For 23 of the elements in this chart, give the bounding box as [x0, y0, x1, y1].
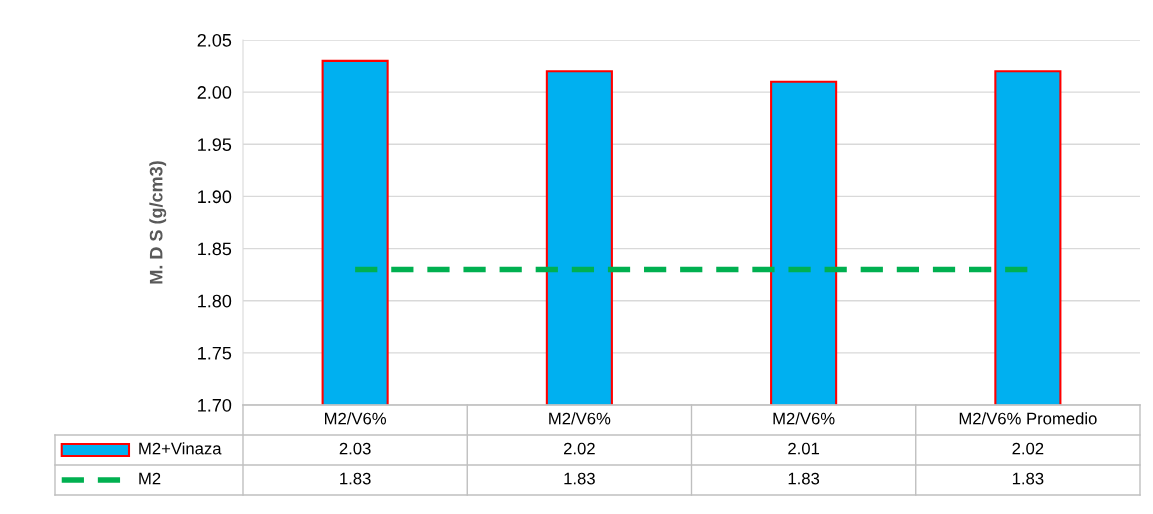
data-label: 1.83 — [564, 472, 595, 485]
x-tick-label: M2/V6% Promedio — [959, 412, 1097, 425]
y-axis-title: M. D S (g/cm3) — [149, 161, 167, 284]
data-label: 2.02 — [1012, 442, 1044, 455]
text: 2.00 — [197, 86, 232, 99]
x-tick-label: M2/V6% — [325, 412, 387, 425]
data-label: 2.02 — [564, 442, 595, 455]
data-label: 2.01 — [788, 442, 820, 455]
data-label: 1.83 — [788, 472, 820, 485]
text: 1.95 — [198, 138, 232, 152]
data-label: 1.83 — [1012, 472, 1044, 485]
x-tick-label: M2/V6% — [549, 412, 611, 425]
text: 1.90 — [198, 190, 232, 204]
text: 1.70 — [198, 398, 232, 412]
text: 2.05 — [197, 33, 232, 47]
x-tick-label: M2/V6% — [773, 412, 835, 425]
legend-label: M2 — [139, 472, 161, 485]
text: 1.80 — [198, 294, 232, 308]
text: 1.75 — [198, 346, 232, 360]
legend-label: M2+Vinaza — [139, 442, 222, 455]
text: 1.85 — [198, 242, 232, 256]
data-label: 2.03 — [339, 442, 371, 455]
data-label: 1.83 — [340, 472, 371, 485]
